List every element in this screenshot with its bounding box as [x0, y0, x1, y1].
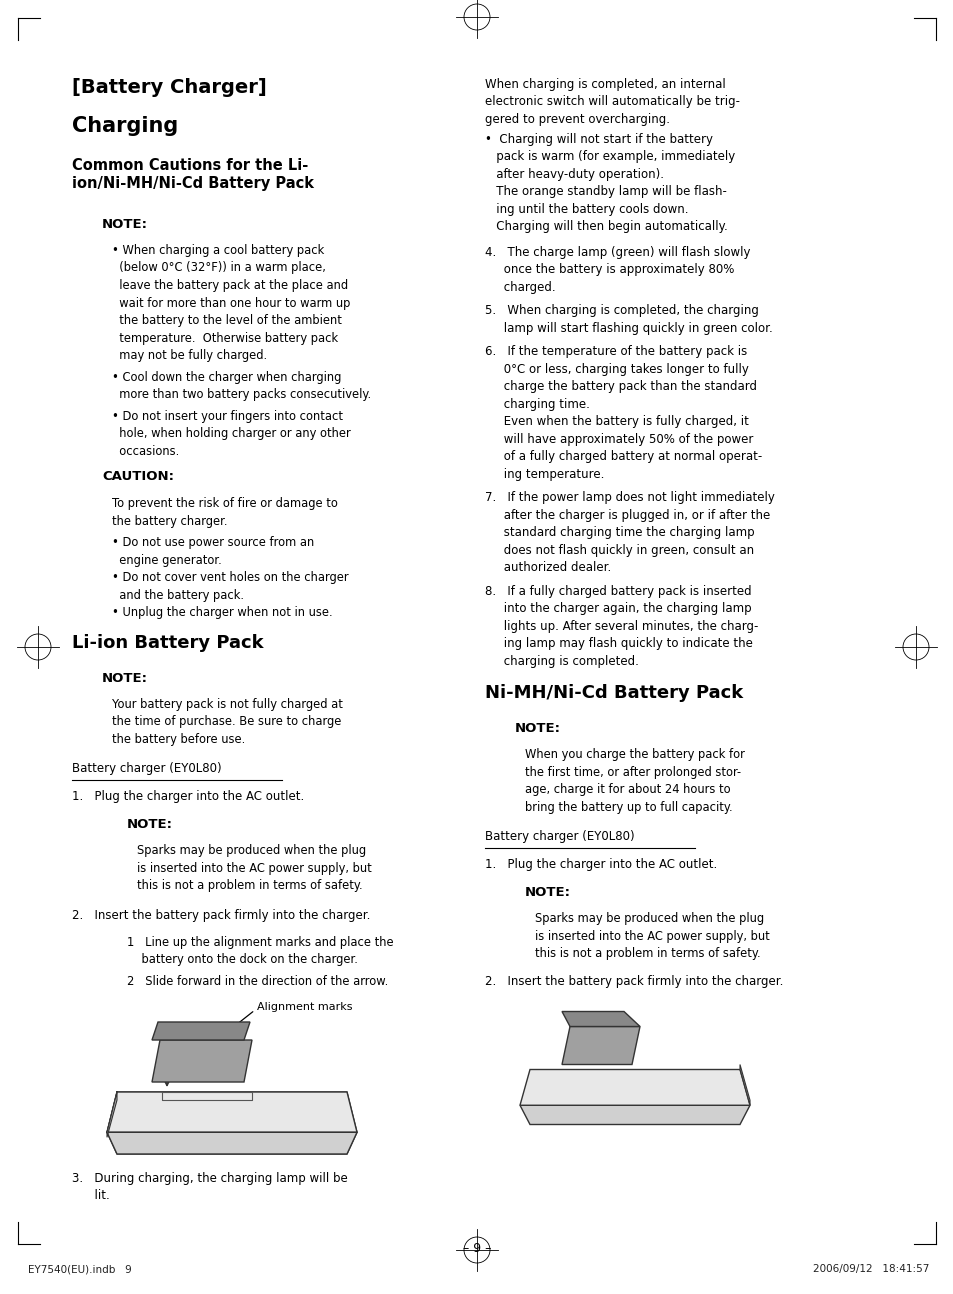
Text: the first time, or after prolonged stor-: the first time, or after prolonged stor- [524, 766, 740, 779]
Text: • Cool down the charger when charging: • Cool down the charger when charging [112, 370, 341, 383]
Text: Li-ion Battery Pack: Li-ion Battery Pack [71, 634, 263, 651]
Text: will have approximately 50% of the power: will have approximately 50% of the power [484, 432, 753, 445]
Text: 2   Slide forward in the direction of the arrow.: 2 Slide forward in the direction of the … [127, 974, 388, 987]
Polygon shape [152, 1040, 252, 1082]
Text: the battery to the level of the ambient: the battery to the level of the ambient [112, 314, 341, 327]
Text: standard charging time the charging lamp: standard charging time the charging lamp [484, 525, 754, 540]
Text: EY7540(EU).indb   9: EY7540(EU).indb 9 [28, 1264, 132, 1275]
Text: wait for more than one hour to warm up: wait for more than one hour to warm up [112, 296, 350, 309]
Text: may not be fully charged.: may not be fully charged. [112, 349, 267, 362]
Text: NOTE:: NOTE: [102, 672, 148, 685]
Text: Battery charger (EY0L80): Battery charger (EY0L80) [484, 829, 634, 842]
Text: the battery charger.: the battery charger. [112, 515, 227, 528]
Text: 6.   If the temperature of the battery pack is: 6. If the temperature of the battery pac… [484, 345, 746, 358]
Text: authorized dealer.: authorized dealer. [484, 562, 611, 575]
Text: Charging will then begin automatically.: Charging will then begin automatically. [484, 220, 727, 233]
Text: NOTE:: NOTE: [515, 722, 560, 735]
Text: • Do not insert your fingers into contact: • Do not insert your fingers into contac… [112, 409, 343, 423]
Text: 7.   If the power lamp does not light immediately: 7. If the power lamp does not light imme… [484, 490, 774, 503]
Text: age, charge it for about 24 hours to: age, charge it for about 24 hours to [524, 783, 730, 796]
Text: does not flash quickly in green, consult an: does not flash quickly in green, consult… [484, 543, 753, 556]
Text: – 9 –: – 9 – [462, 1242, 491, 1255]
Text: NOTE:: NOTE: [524, 886, 571, 899]
Text: Sparks may be produced when the plug: Sparks may be produced when the plug [535, 912, 763, 925]
Text: is inserted into the AC power supply, but: is inserted into the AC power supply, bu… [535, 929, 769, 942]
Text: 2.   Insert the battery pack firmly into the charger.: 2. Insert the battery pack firmly into t… [71, 908, 370, 921]
Text: battery onto the dock on the charger.: battery onto the dock on the charger. [127, 952, 357, 967]
Text: 1.   Plug the charger into the AC outlet.: 1. Plug the charger into the AC outlet. [71, 791, 304, 804]
Text: after the charger is plugged in, or if after the: after the charger is plugged in, or if a… [484, 509, 769, 521]
Text: 1.   Plug the charger into the AC outlet.: 1. Plug the charger into the AC outlet. [484, 858, 717, 871]
Text: temperature.  Otherwise battery pack: temperature. Otherwise battery pack [112, 331, 337, 344]
Text: Even when the battery is fully charged, it: Even when the battery is fully charged, … [484, 415, 748, 428]
Text: electronic switch will automatically be trig-: electronic switch will automatically be … [484, 96, 740, 109]
Text: Common Cautions for the Li-
ion/Ni-MH/Ni-Cd Battery Pack: Common Cautions for the Li- ion/Ni-MH/Ni… [71, 158, 314, 192]
Text: 2006/09/12   18:41:57: 2006/09/12 18:41:57 [812, 1264, 928, 1275]
Text: 4.   The charge lamp (green) will flash slowly: 4. The charge lamp (green) will flash sl… [484, 246, 750, 259]
Text: 3.   During charging, the charging lamp will be
      lit.: 3. During charging, the charging lamp wi… [71, 1172, 348, 1202]
Text: Ni-MH/Ni-Cd Battery Pack: Ni-MH/Ni-Cd Battery Pack [484, 685, 742, 703]
Text: To prevent the risk of fire or damage to: To prevent the risk of fire or damage to [112, 497, 337, 510]
Text: [Battery Charger]: [Battery Charger] [71, 78, 267, 97]
Text: Your battery pack is not fully charged at: Your battery pack is not fully charged a… [112, 697, 342, 710]
Text: the time of purchase. Be sure to charge: the time of purchase. Be sure to charge [112, 716, 341, 729]
Text: hole, when holding charger or any other: hole, when holding charger or any other [112, 427, 351, 440]
Polygon shape [561, 1026, 639, 1065]
Text: and the battery pack.: and the battery pack. [112, 589, 244, 602]
Text: 5.   When charging is completed, the charging: 5. When charging is completed, the charg… [484, 304, 758, 317]
Text: 8.   If a fully charged battery pack is inserted: 8. If a fully charged battery pack is in… [484, 585, 751, 598]
Text: NOTE:: NOTE: [127, 818, 172, 831]
Text: after heavy-duty operation).: after heavy-duty operation). [484, 167, 663, 180]
Polygon shape [152, 1022, 250, 1040]
Text: charged.: charged. [484, 281, 555, 294]
Text: ing lamp may flash quickly to indicate the: ing lamp may flash quickly to indicate t… [484, 637, 752, 650]
Polygon shape [107, 1092, 356, 1132]
Text: the battery before use.: the battery before use. [112, 732, 245, 745]
Text: of a fully charged battery at normal operat-: of a fully charged battery at normal ope… [484, 450, 761, 463]
Text: 2.   Insert the battery pack firmly into the charger.: 2. Insert the battery pack firmly into t… [484, 974, 782, 987]
Polygon shape [561, 1012, 639, 1026]
Text: • Do not use power source from an: • Do not use power source from an [112, 536, 314, 549]
Text: is inserted into the AC power supply, but: is inserted into the AC power supply, bu… [137, 862, 372, 875]
Text: When you charge the battery pack for: When you charge the battery pack for [524, 748, 744, 761]
Text: •  Charging will not start if the battery: • Charging will not start if the battery [484, 132, 712, 145]
Text: charging is completed.: charging is completed. [484, 655, 639, 668]
Polygon shape [107, 1092, 117, 1137]
Polygon shape [519, 1070, 749, 1105]
Text: Battery charger (EY0L80): Battery charger (EY0L80) [71, 762, 221, 775]
Text: The orange standby lamp will be flash-: The orange standby lamp will be flash- [484, 185, 726, 198]
Text: • When charging a cool battery pack: • When charging a cool battery pack [112, 245, 324, 258]
Text: lamp will start flashing quickly in green color.: lamp will start flashing quickly in gree… [484, 321, 772, 335]
Text: pack is warm (for example, immediately: pack is warm (for example, immediately [484, 150, 735, 163]
Text: lights up. After several minutes, the charg-: lights up. After several minutes, the ch… [484, 620, 758, 633]
Text: When charging is completed, an internal: When charging is completed, an internal [484, 78, 725, 91]
Polygon shape [740, 1065, 749, 1105]
Text: NOTE:: NOTE: [102, 217, 148, 232]
Text: once the battery is approximately 80%: once the battery is approximately 80% [484, 263, 734, 276]
Text: Sparks may be produced when the plug: Sparks may be produced when the plug [137, 844, 366, 857]
Text: Charging: Charging [71, 116, 178, 136]
Text: charging time.: charging time. [484, 397, 589, 410]
Polygon shape [107, 1132, 356, 1154]
Text: ing temperature.: ing temperature. [484, 467, 604, 480]
Text: engine generator.: engine generator. [112, 554, 221, 567]
Text: (below 0°C (32°F)) in a warm place,: (below 0°C (32°F)) in a warm place, [112, 261, 326, 274]
Text: gered to prevent overcharging.: gered to prevent overcharging. [484, 113, 669, 126]
Text: this is not a problem in terms of safety.: this is not a problem in terms of safety… [137, 879, 362, 892]
Polygon shape [519, 1105, 749, 1124]
Text: CAUTION:: CAUTION: [102, 470, 173, 483]
Text: 1   Line up the alignment marks and place the: 1 Line up the alignment marks and place … [127, 936, 394, 949]
Text: Alignment marks: Alignment marks [256, 1002, 352, 1012]
Text: this is not a problem in terms of safety.: this is not a problem in terms of safety… [535, 947, 760, 960]
Text: 0°C or less, charging takes longer to fully: 0°C or less, charging takes longer to fu… [484, 362, 748, 375]
Text: bring the battery up to full capacity.: bring the battery up to full capacity. [524, 801, 732, 814]
Text: ing until the battery cools down.: ing until the battery cools down. [484, 202, 688, 216]
Text: into the charger again, the charging lamp: into the charger again, the charging lam… [484, 602, 751, 615]
Text: • Do not cover vent holes on the charger: • Do not cover vent holes on the charger [112, 571, 348, 584]
Text: charge the battery pack than the standard: charge the battery pack than the standar… [484, 380, 757, 393]
Text: • Unplug the charger when not in use.: • Unplug the charger when not in use. [112, 606, 333, 619]
Text: leave the battery pack at the place and: leave the battery pack at the place and [112, 280, 348, 292]
Text: more than two battery packs consecutively.: more than two battery packs consecutivel… [112, 388, 371, 401]
Text: occasions.: occasions. [112, 445, 179, 458]
